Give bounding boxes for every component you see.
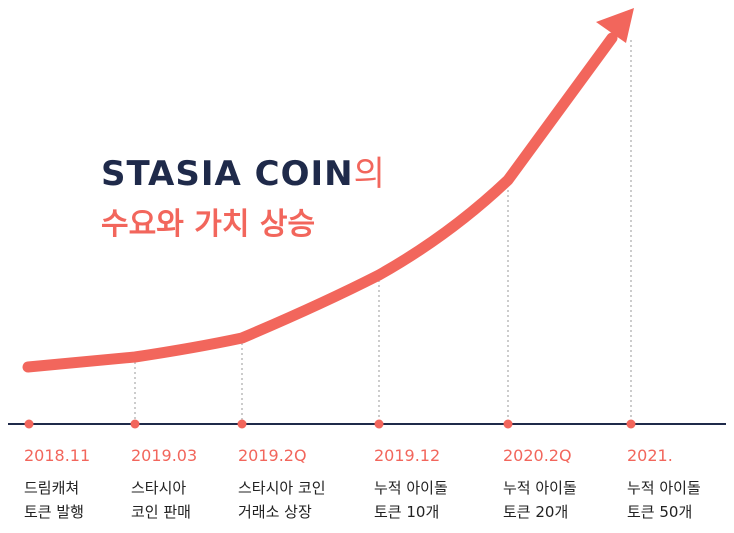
milestone-2018-11: 2018.11 드림캐쳐 토큰 발행 [24, 444, 90, 524]
milestone-description-line-2: 토큰 20개 [503, 503, 569, 521]
axis-markers [24, 419, 636, 429]
axis-marker-2020-2q [503, 419, 513, 429]
headline-suffix: 의 [353, 154, 386, 194]
milestone-description-line-1: 드림캐쳐 [24, 479, 80, 497]
headline-line-2: 수요와 가치 상승 [101, 207, 316, 242]
milestone-description-line-1: 누적 아이돌 [503, 479, 577, 497]
headline-line-1: STASIA COIN의 [101, 146, 386, 195]
milestone-description-line-2: 코인 판매 [131, 503, 191, 521]
milestone-description: 누적 아이돌 토큰 10개 [374, 476, 448, 524]
milestone-description: 스타시아 코인 판매 [131, 476, 197, 524]
growth-curve [22, 32, 618, 373]
milestone-description-line-2: 거래소 상장 [238, 503, 312, 521]
axis-marker-2019-2q [237, 419, 247, 429]
milestone-description-line-1: 스타시아 [131, 479, 187, 497]
milestone-date: 2018.11 [24, 446, 91, 465]
headline-coin-name: STASIA COIN [101, 154, 354, 194]
milestone-date: 2019.03 [131, 446, 198, 465]
milestone-date: 2021. [627, 446, 673, 465]
milestone-description-line-1: 스타시아 코인 [238, 479, 326, 497]
milestone-2019-2q: 2019.2Q 스타시아 코인 거래소 상장 [238, 444, 326, 524]
milestone-date: 2019.12 [374, 446, 441, 465]
milestone-description: 스타시아 코인 거래소 상장 [238, 476, 326, 524]
milestone-description: 드림캐쳐 토큰 발행 [24, 476, 90, 524]
milestone-description-line-2: 토큰 발행 [24, 503, 84, 521]
milestone-description-line-1: 누적 아이돌 [374, 479, 448, 497]
milestone-description-line-1: 누적 아이돌 [627, 479, 701, 497]
growth-arrowhead-icon [596, 8, 634, 43]
milestone-description: 누적 아이돌 토큰 20개 [503, 476, 577, 524]
axis-marker-2018-11 [24, 419, 34, 429]
milestone-description-line-2: 토큰 50개 [627, 503, 693, 521]
milestone-2020-2q: 2020.2Q 누적 아이돌 토큰 20개 [503, 444, 577, 524]
milestone-description-line-2: 토큰 10개 [374, 503, 440, 521]
milestone-2019-03: 2019.03 스타시아 코인 판매 [131, 444, 197, 524]
axis-marker-2019-12 [374, 419, 384, 429]
axis-marker-2021 [626, 419, 636, 429]
milestone-description: 누적 아이돌 토큰 50개 [627, 476, 701, 524]
milestone-date: 2020.2Q [503, 446, 572, 465]
milestone-date: 2019.2Q [238, 446, 307, 465]
milestone-2019-12: 2019.12 누적 아이돌 토큰 10개 [374, 444, 448, 524]
guide-lines [134, 40, 632, 424]
milestone-2021: 2021. 누적 아이돌 토큰 50개 [627, 444, 701, 524]
axis-marker-2019-03 [130, 419, 140, 429]
